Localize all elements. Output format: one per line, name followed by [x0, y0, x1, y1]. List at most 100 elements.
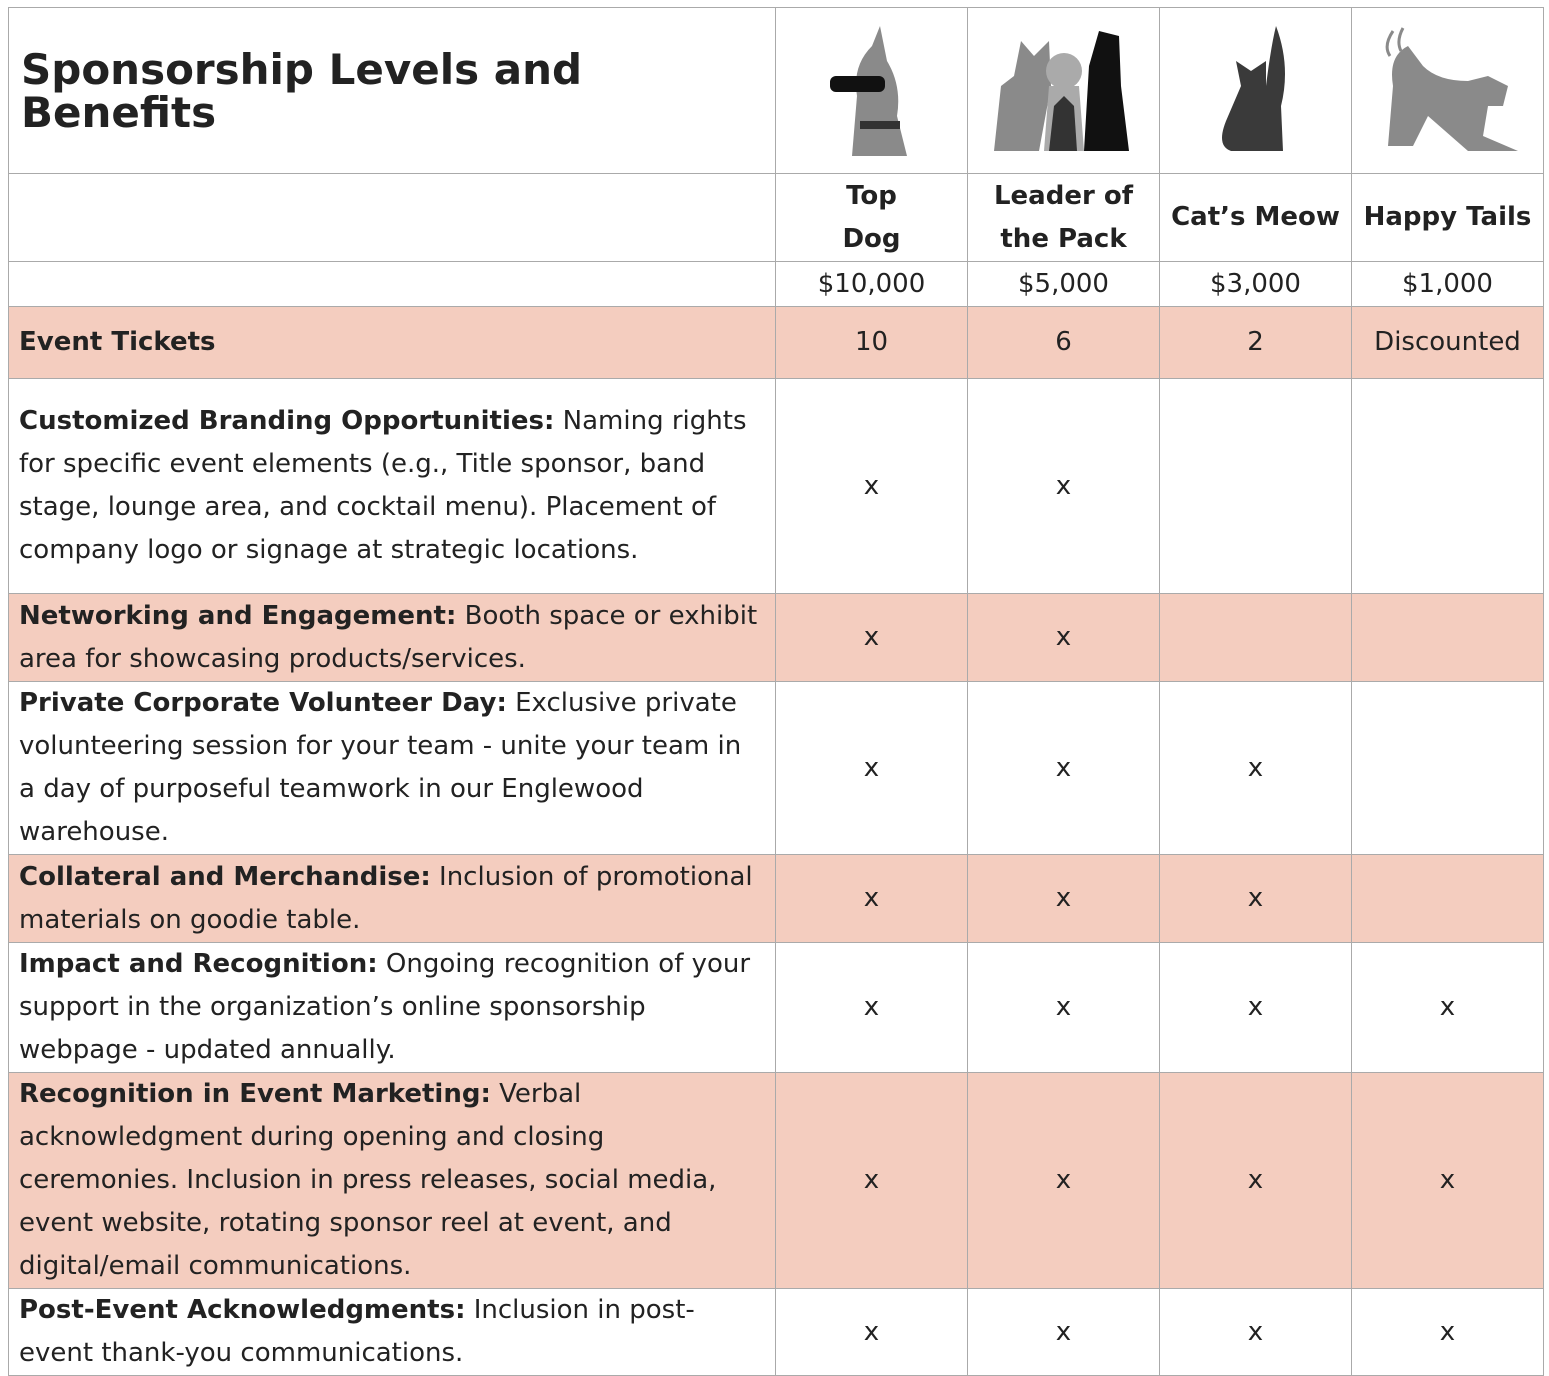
benefit-label-cell: Impact and Recognition: Ongoing recognit…: [8, 942, 776, 1073]
level-name-row: Top Dog Leader of the Pack Cat’s Meow Happy…: [8, 173, 1544, 262]
level-cell: Leader of the Pack: [967, 173, 1160, 262]
benefit-value: x: [863, 1165, 880, 1195]
cat-icon: [1221, 25, 1285, 151]
benefit-row: Recognition in Event Marketing: Verbal a…: [8, 1072, 1544, 1289]
level-cell: Top Dog: [775, 173, 968, 262]
benefit-description: Booth space or exhibit area for showcasi…: [19, 600, 758, 674]
benefit-cell: x: [775, 942, 968, 1073]
benefit-label-cell: Networking and Engagement: Booth space o…: [8, 593, 776, 682]
benefit-value: x: [1439, 1165, 1456, 1195]
level-price: $1,000: [1351, 261, 1544, 307]
benefit-row: Collateral and Merchandise: Inclusion of…: [8, 854, 1544, 943]
benefit-description: Inclusion in post-event thank-you commun…: [19, 1295, 695, 1368]
benefit-value: 2: [1247, 327, 1264, 357]
benefit-cell: x: [775, 378, 968, 594]
benefit-description: Verbal acknowledgment during opening and…: [19, 1079, 717, 1281]
benefit-value: 6: [1055, 327, 1072, 357]
level-price: $10,000: [775, 261, 968, 307]
sponsorship-table: Sponsorship Levels and Benefits Top Dog L…: [8, 7, 1544, 1376]
benefit-cell: x: [967, 681, 1160, 855]
benefit-value: x: [1247, 992, 1264, 1022]
benefit-cell: 2: [1159, 306, 1352, 379]
benefit-value: x: [863, 622, 880, 652]
level-price: $5,000: [967, 261, 1160, 307]
benefit-label: Event Tickets: [19, 327, 216, 357]
benefit-value: x: [1055, 883, 1072, 913]
benefit-cell: 6: [967, 306, 1160, 379]
level-price: $3,000: [1159, 261, 1352, 307]
benefit-row: Private Corporate Volunteer Day: Exclusi…: [8, 681, 1544, 855]
icon-cell: [1351, 7, 1544, 174]
benefit-value: x: [1055, 752, 1072, 783]
benefit-cell: x: [967, 1072, 1160, 1289]
benefit-value: x: [1055, 470, 1072, 501]
benefit-label-cell: Customized Branding Opportunities: Namin…: [8, 378, 776, 594]
benefit-description: Naming rights for specific event element…: [19, 406, 747, 565]
benefit-label: Impact and Recognition:: [19, 949, 378, 979]
benefit-cell: x: [775, 1072, 968, 1289]
dog-icon: [829, 25, 907, 156]
benefit-cell: x: [967, 942, 1160, 1073]
benefit-value: x: [1055, 1165, 1072, 1195]
level-name: Cat’s Meow: [1171, 202, 1340, 232]
icon-cell: [1159, 7, 1352, 174]
benefit-cell: x: [1159, 681, 1352, 855]
benefit-row: Post-Event Acknowledgments: Inclusion in…: [8, 1288, 1544, 1376]
benefit-cell: x: [1159, 854, 1352, 943]
benefit-row: Networking and Engagement: Booth space o…: [8, 593, 1544, 682]
benefit-cell: x: [967, 854, 1160, 943]
benefit-cell: x: [775, 593, 968, 682]
benefit-cell: x: [1159, 1288, 1352, 1376]
benefit-value: x: [1055, 1316, 1072, 1347]
benefit-label: Collateral and Merchandise:: [19, 861, 431, 892]
title: Sponsorship Levels and Benefits: [8, 7, 776, 174]
benefit-cell: [1159, 593, 1352, 682]
benefit-description: Exclusive private volunteering session f…: [19, 688, 742, 847]
benefit-value: x: [863, 883, 880, 913]
benefit-label: Recognition in Event Marketing:: [19, 1079, 491, 1109]
benefit-cell: x: [967, 378, 1160, 594]
benefit-value: x: [1247, 1316, 1264, 1347]
benefit-cell: x: [775, 1288, 968, 1376]
benefit-label: Customized Branding Opportunities:: [19, 406, 555, 436]
benefit-cell: x: [1351, 942, 1544, 1073]
benefit-row: Impact and Recognition: Ongoing recognit…: [8, 942, 1544, 1073]
price-row: $10,000 $5,000 $3,000 $1,000: [8, 261, 1544, 307]
benefit-cell: x: [775, 854, 968, 943]
benefit-cell: x: [1351, 1288, 1544, 1376]
benefit-value: x: [1247, 752, 1264, 783]
benefit-cell: Discounted: [1351, 306, 1544, 379]
icon-row: Sponsorship Levels and Benefits: [8, 7, 1544, 174]
happy-dog-icon: [1385, 26, 1518, 151]
level-cell: Cat’s Meow: [1159, 173, 1352, 262]
benefit-description: Inclusion of promotional materials on go…: [19, 861, 753, 935]
benefit-cell: [1351, 681, 1544, 855]
table-body: Sponsorship Levels and Benefits Top Dog L…: [8, 7, 1544, 1376]
benefit-label-cell: Private Corporate Volunteer Day: Exclusi…: [8, 681, 776, 855]
benefit-cell: [1159, 378, 1352, 594]
benefit-value: x: [1055, 992, 1072, 1022]
icon-cell: [775, 7, 968, 174]
benefit-value: x: [1055, 622, 1072, 652]
benefit-cell: x: [1159, 942, 1352, 1073]
benefit-cell: [1351, 593, 1544, 682]
benefit-cell: [1351, 378, 1544, 594]
benefit-cell: [1351, 854, 1544, 943]
benefit-cell: 10: [775, 306, 968, 379]
benefit-label-cell: Recognition in Event Marketing: Verbal a…: [8, 1072, 776, 1289]
benefit-label: Private Corporate Volunteer Day:: [19, 688, 507, 718]
benefit-cell: x: [775, 681, 968, 855]
benefit-description: Ongoing recognition of your support in t…: [19, 949, 751, 1065]
benefit-label-cell: Post-Event Acknowledgments: Inclusion in…: [8, 1288, 776, 1376]
level-name: Happy Tails: [1363, 202, 1532, 232]
benefit-value: x: [1247, 1165, 1264, 1195]
benefit-cell: x: [967, 1288, 1160, 1376]
benefit-value: x: [1247, 883, 1264, 913]
benefit-label: Networking and Engagement:: [19, 600, 457, 631]
pack-icon: [993, 30, 1129, 151]
benefit-cell: x: [967, 593, 1160, 682]
benefit-cell: x: [1159, 1072, 1352, 1289]
benefit-value: x: [1439, 1316, 1456, 1347]
benefit-value: 10: [854, 327, 889, 357]
